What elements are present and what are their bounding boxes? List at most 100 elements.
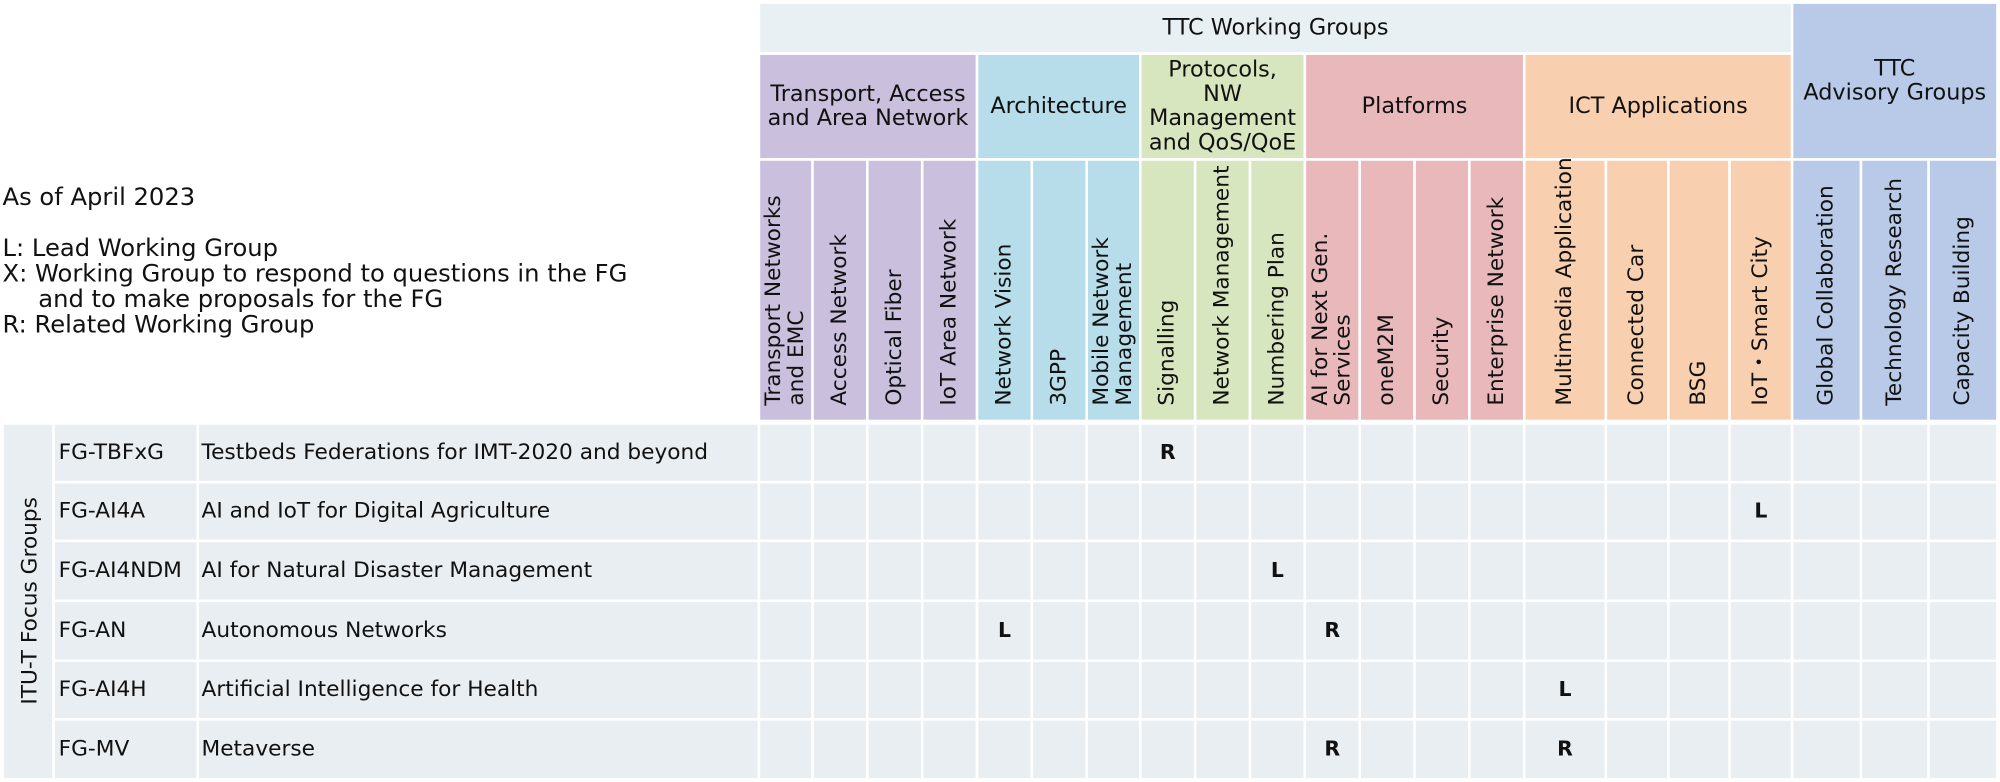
cell xyxy=(1248,480,1307,543)
legend-line: X: Working Group to respond to questions… xyxy=(3,259,628,287)
column-label: Connected Car xyxy=(1624,245,1649,406)
legend-line: and to make proposals for the FG xyxy=(38,285,443,313)
group-header xyxy=(757,52,979,161)
column-label: Mobile Network xyxy=(1089,237,1114,406)
row-code: FG-AI4H xyxy=(59,677,147,702)
group-header xyxy=(1790,1,1999,161)
cell xyxy=(1728,422,1794,484)
cell-mark: R xyxy=(1324,618,1340,642)
cell xyxy=(866,718,924,781)
legend-line: R: Related Working Group xyxy=(3,310,315,338)
column-label: Capacity Building xyxy=(1950,216,1975,406)
cell xyxy=(1927,422,1999,484)
cell xyxy=(1667,480,1731,543)
cell xyxy=(1468,599,1526,663)
cell xyxy=(757,599,814,663)
cell xyxy=(1468,718,1526,781)
column-label: Global Collaboration xyxy=(1814,185,1839,405)
cell xyxy=(1413,718,1471,781)
cell xyxy=(1522,480,1608,543)
cell xyxy=(1248,659,1307,721)
column-header xyxy=(1030,158,1089,423)
cell xyxy=(1728,599,1794,663)
cell xyxy=(1085,599,1142,663)
cell xyxy=(1358,718,1416,781)
cell xyxy=(1358,599,1416,663)
column-label: Services xyxy=(1331,314,1356,405)
row-name: AI for Natural Disaster Management xyxy=(202,558,593,583)
cell xyxy=(1413,539,1471,603)
cell xyxy=(866,539,924,603)
cell xyxy=(757,422,814,484)
cell xyxy=(1085,718,1142,781)
legend-line: As of April 2023 xyxy=(3,183,196,211)
cell xyxy=(1358,422,1416,484)
cell xyxy=(866,599,924,663)
cell xyxy=(1667,422,1731,484)
cell xyxy=(1139,539,1197,603)
group-header xyxy=(1522,52,1794,161)
cell xyxy=(1193,539,1252,603)
group-label: Platforms xyxy=(1362,93,1468,119)
cell xyxy=(1413,659,1471,721)
cell xyxy=(1790,659,1863,721)
column-label: Signalling xyxy=(1155,300,1180,406)
cell xyxy=(975,659,1034,721)
group-label: and Area Network xyxy=(768,105,969,131)
group-label: and QoS/QoE xyxy=(1149,129,1296,155)
cell xyxy=(811,599,869,663)
side-label: ITU-T Focus Groups xyxy=(18,497,43,705)
column-header xyxy=(1303,158,1361,423)
cell xyxy=(1790,599,1863,663)
cell xyxy=(1927,659,1999,721)
cell xyxy=(1790,718,1863,781)
row-name: AI and IoT for Digital Agriculture xyxy=(202,499,551,524)
group-label: ICT Applications xyxy=(1569,93,1748,119)
column-header xyxy=(1358,158,1416,423)
column-header xyxy=(1193,158,1252,423)
code-cell xyxy=(52,718,199,781)
column-header xyxy=(866,158,924,423)
row-code: FG-MV xyxy=(59,736,130,761)
cell xyxy=(1728,718,1794,781)
cell xyxy=(1085,422,1142,484)
column-label: IoT Area Network xyxy=(937,218,962,405)
cell xyxy=(1193,480,1252,543)
cell xyxy=(1859,599,1930,663)
cell xyxy=(1728,539,1794,603)
cell xyxy=(1358,480,1416,543)
cell xyxy=(1030,422,1089,484)
group-label: Management xyxy=(1149,105,1296,131)
column-label: Transport Networks xyxy=(761,195,786,406)
cell xyxy=(1468,422,1526,484)
cell xyxy=(1030,659,1089,721)
cell xyxy=(1139,718,1197,781)
cell xyxy=(1790,480,1863,543)
group-label: Architecture xyxy=(990,93,1127,119)
row-name: Artificial Intelligence for Health xyxy=(202,677,539,702)
name-cell xyxy=(196,422,761,484)
cell xyxy=(1790,539,1863,603)
cell xyxy=(811,718,869,781)
cell xyxy=(1604,539,1670,603)
name-cell xyxy=(196,718,761,781)
cell xyxy=(1859,422,1930,484)
cell xyxy=(1468,539,1526,603)
cell xyxy=(1303,659,1361,721)
column-header xyxy=(1248,158,1307,423)
cell xyxy=(811,539,869,603)
row-code: FG-TBFxG xyxy=(59,440,164,465)
name-cell xyxy=(196,539,761,603)
cell xyxy=(920,480,979,543)
cell xyxy=(975,718,1034,781)
column-header xyxy=(1604,158,1670,423)
group-label: Transport, Access xyxy=(769,81,965,107)
cell-mark: L xyxy=(1559,677,1572,701)
cell xyxy=(1468,480,1526,543)
cell xyxy=(920,718,979,781)
header-cell xyxy=(757,1,1794,55)
row-name: Autonomous Networks xyxy=(202,618,447,643)
cell xyxy=(1358,659,1416,721)
cell xyxy=(1728,659,1794,721)
